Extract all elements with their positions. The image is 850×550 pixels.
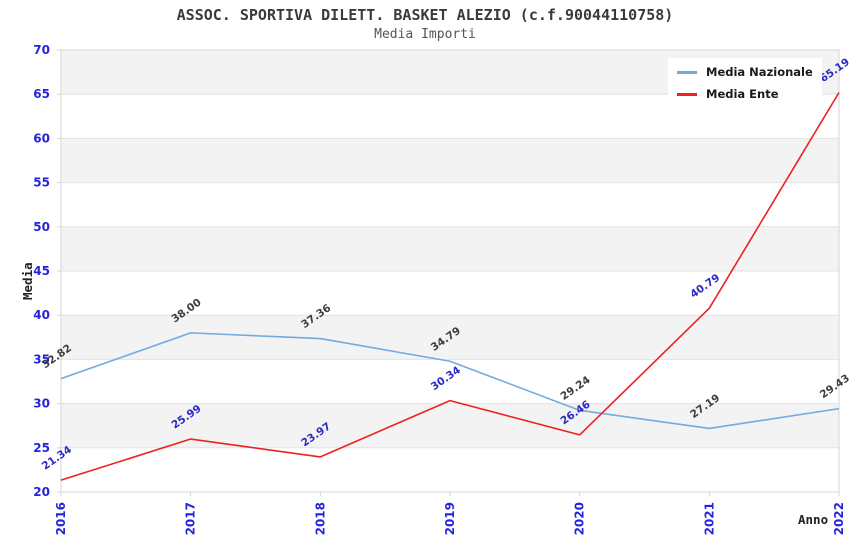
y-tick-label: 25 (33, 441, 50, 455)
band-row (61, 138, 839, 183)
media-ente-line-swatch (677, 92, 697, 96)
legend-label-media-ente: Media Ente (706, 87, 779, 101)
band-row (61, 226, 839, 271)
chart-title: ASSOC. SPORTIVA DILETT. BASKET ALEZIO (c… (176, 6, 674, 24)
x-tick-label: 2021 (702, 502, 716, 535)
x-tick-label: 2017 (184, 502, 198, 535)
legend: Media Nazionale Media Ente (668, 58, 822, 108)
y-tick-label: 40 (33, 308, 50, 322)
band-row (61, 315, 839, 360)
x-tick-label: 2018 (313, 502, 327, 535)
media-nazionale-line-swatch (677, 70, 697, 74)
y-axis-title: Media (20, 262, 35, 300)
legend-item-media-nazionale: Media Nazionale (677, 65, 813, 79)
legend-item-media-ente: Media Ente (677, 87, 813, 101)
x-tick-label: 2019 (443, 502, 457, 535)
x-tick-label: 2020 (573, 502, 587, 535)
y-tick-label: 20 (33, 485, 50, 499)
x-tick-label: 2016 (54, 502, 68, 535)
y-tick-label: 30 (33, 397, 50, 411)
media-ente-line (60, 92, 840, 481)
band-row (61, 403, 839, 448)
y-tick-label: 55 (33, 176, 50, 190)
legend-label-media-nazionale: Media Nazionale (706, 65, 813, 79)
x-axis-title: Anno (798, 512, 829, 527)
y-tick-label: 65 (33, 87, 50, 101)
y-tick-label: 70 (33, 43, 50, 57)
band-row (61, 359, 839, 404)
band-row (61, 182, 839, 227)
y-tick-label: 60 (33, 131, 50, 145)
band-row (61, 447, 839, 492)
media-nazionale-line (60, 332, 840, 430)
y-tick-label: 35 (33, 352, 50, 366)
y-tick-label: 50 (33, 220, 50, 234)
chart-subtitle: Media Importi (374, 27, 476, 42)
y-tick-label: 45 (33, 264, 50, 278)
x-tick-label: 2022 (832, 502, 846, 535)
